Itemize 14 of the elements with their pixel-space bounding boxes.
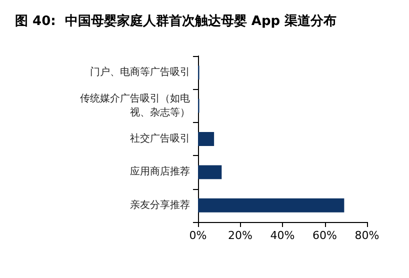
bar [198, 165, 222, 180]
bar [198, 198, 344, 212]
y-tick-label: 应用商店推荐 [130, 166, 190, 178]
x-tick-label: 20% [228, 229, 252, 242]
x-tick-label: 40% [270, 229, 295, 242]
bar [198, 132, 214, 146]
x-tick-label: 60% [312, 229, 337, 242]
y-tick-label: 门户、电商等广告吸引 [90, 66, 190, 78]
chart-title: 图 40: 中国母婴家庭人群首次触达母婴 App 渠道分布 [15, 13, 337, 29]
x-tick-label: 0% [189, 229, 207, 242]
y-tick-label: 社交广告吸引 [130, 132, 190, 144]
y-tick-label: 亲友分享推荐 [130, 198, 190, 211]
y-tick-label: 传统媒介广告吸引（如电视、杂志等） [80, 92, 190, 118]
x-tick-label: 80% [354, 229, 380, 242]
